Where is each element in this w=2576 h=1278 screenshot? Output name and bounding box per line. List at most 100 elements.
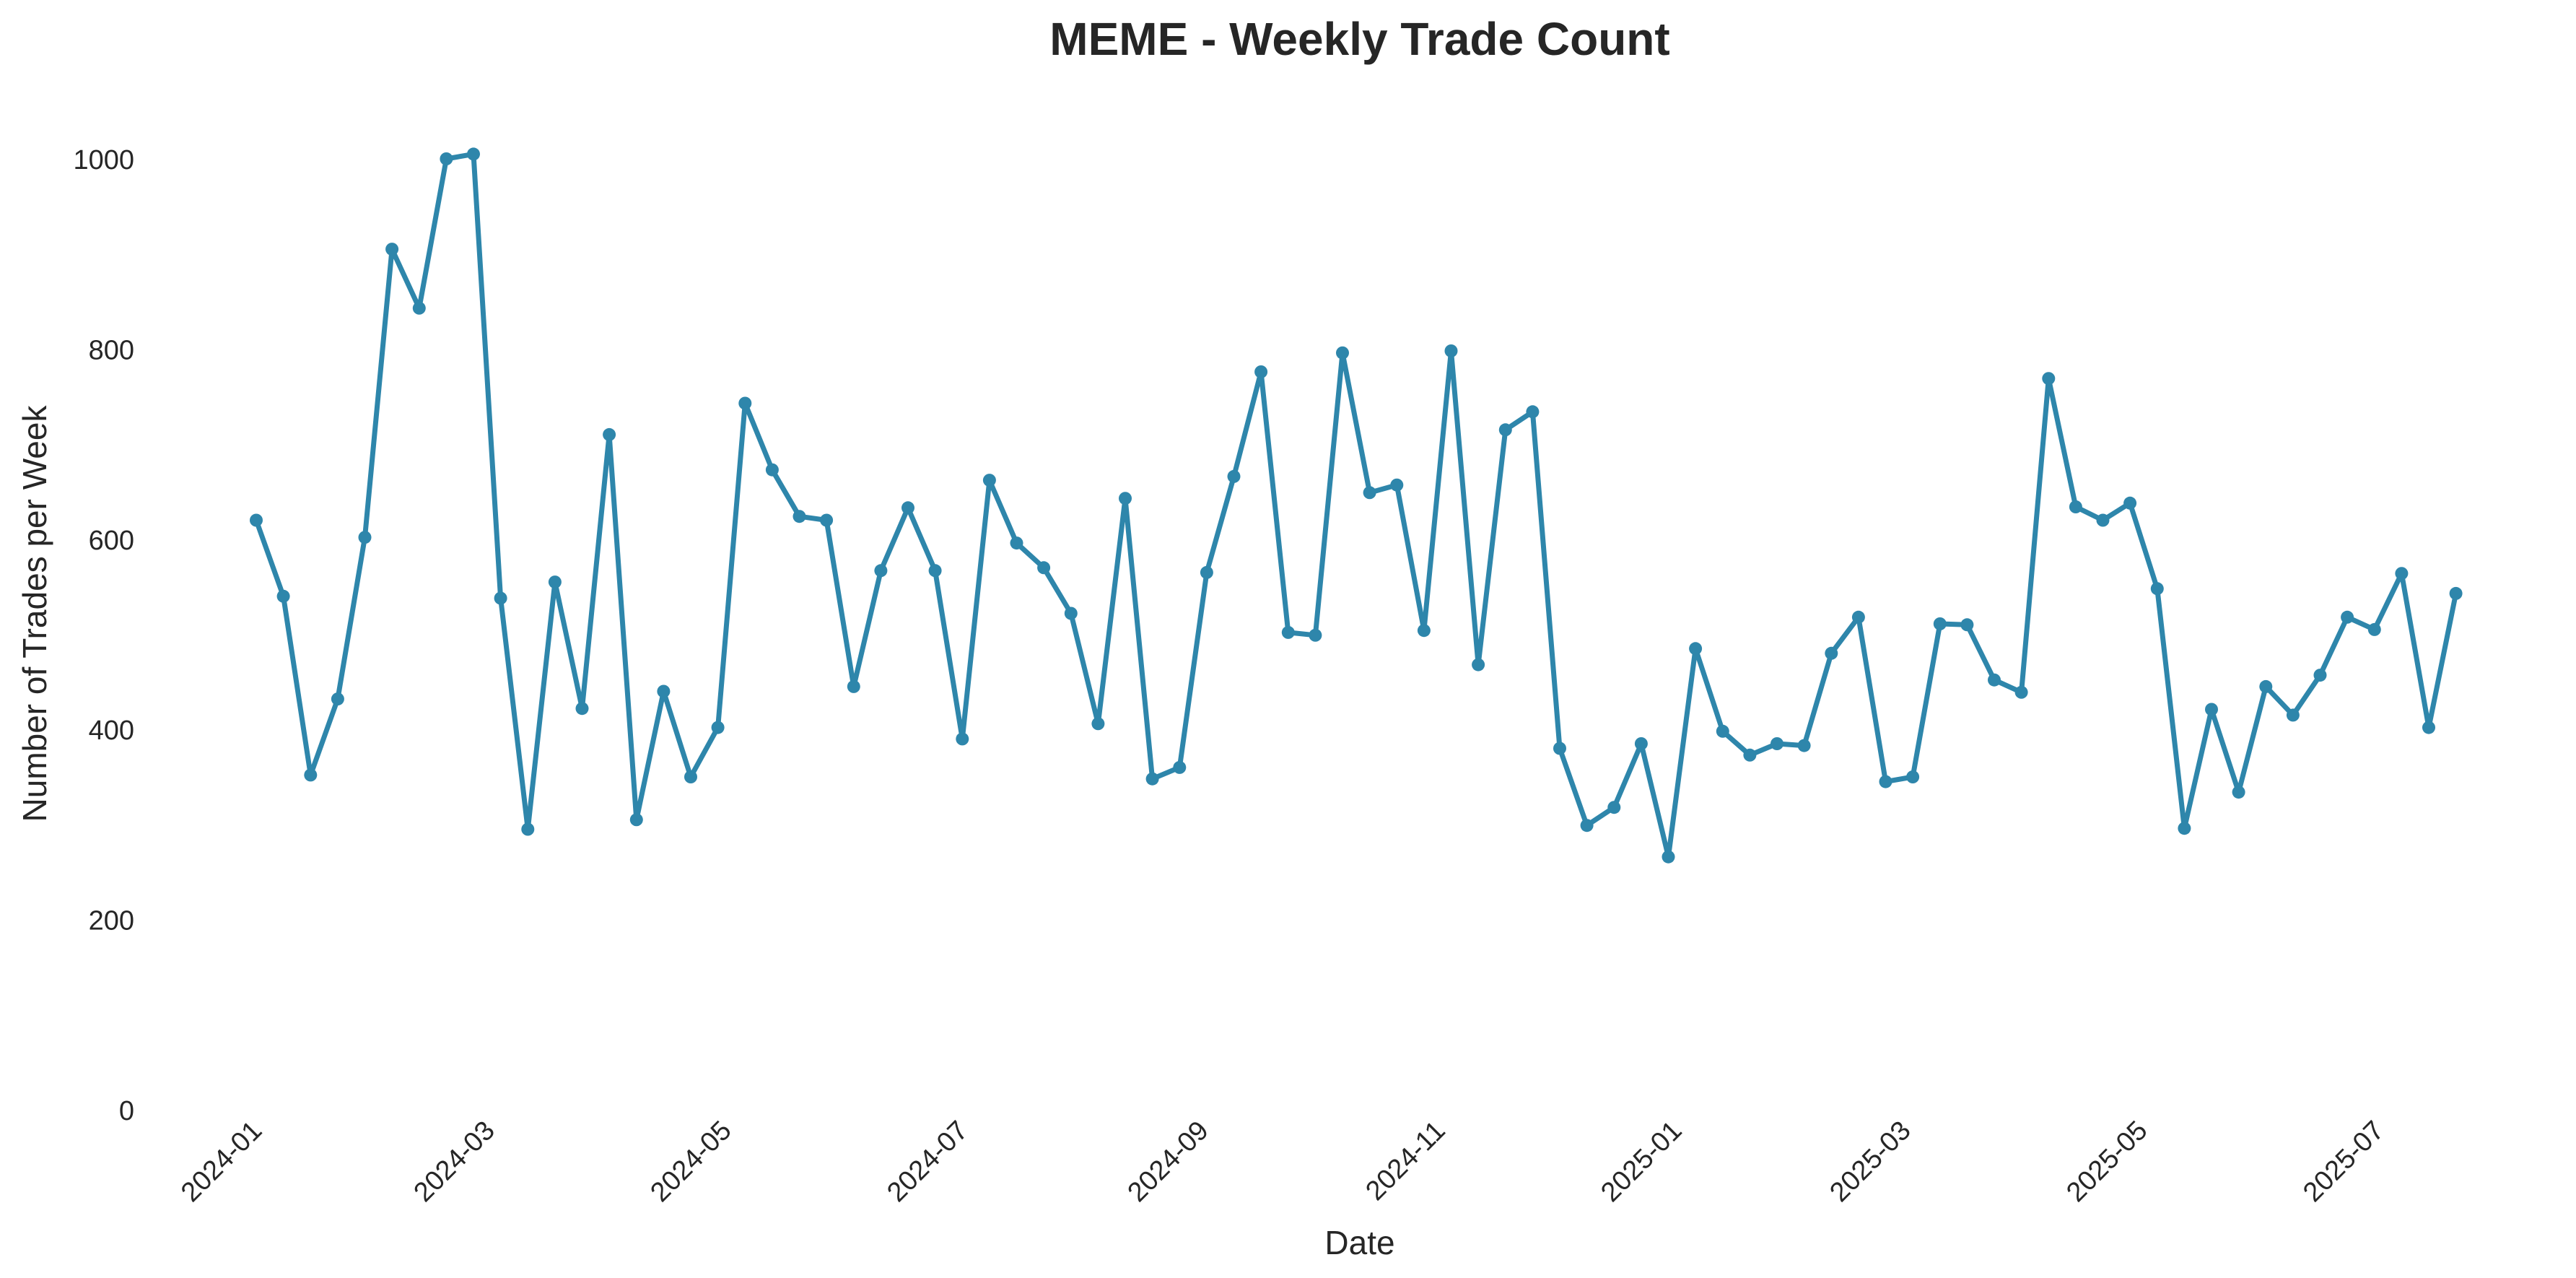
data-point (874, 564, 888, 578)
y-tick-label: 800 (89, 335, 134, 365)
x-tick-label: 2025-05 (2061, 1116, 2153, 1208)
data-point (847, 679, 860, 693)
data-point (1662, 850, 1675, 864)
data-point (1281, 625, 1295, 639)
data-point (548, 575, 562, 589)
data-point (575, 702, 589, 716)
data-point (494, 591, 507, 605)
data-point (2422, 721, 2435, 734)
data-point (2178, 822, 2191, 835)
data-point (1498, 423, 1512, 437)
data-point (2313, 669, 2327, 682)
data-point (2042, 372, 2056, 386)
data-point (440, 152, 453, 165)
data-point (684, 770, 697, 783)
data-point (358, 531, 372, 544)
data-point (1390, 478, 1404, 492)
data-point (1037, 561, 1051, 575)
data-point (1417, 624, 1431, 638)
data-point (1444, 344, 1458, 357)
x-tick-label: 2024-09 (1122, 1116, 1215, 1208)
y-tick-label: 600 (89, 526, 134, 556)
data-point (304, 768, 318, 782)
data-point (711, 721, 725, 734)
data-point (1771, 737, 1783, 750)
data-point (2395, 567, 2409, 581)
data-point (1472, 658, 1485, 671)
data-point (2096, 513, 2110, 527)
data-point (1553, 742, 1566, 755)
data-point (2014, 685, 2028, 699)
x-tick-label: 2024-05 (645, 1116, 737, 1208)
data-point (385, 243, 399, 256)
data-point (2150, 582, 2164, 596)
x-tick-label: 2024-03 (409, 1116, 501, 1208)
data-point (521, 822, 535, 836)
y-axis-ticks: 0 200 400 600 800 1000 (73, 145, 134, 1126)
data-point (1200, 565, 1213, 579)
data-point (1988, 673, 2001, 687)
data-point (1254, 365, 1268, 378)
y-tick-label: 0 (119, 1096, 134, 1126)
data-point (2123, 496, 2137, 510)
x-axis-ticks: 2024-01 2024-03 2024-05 2024-07 2024-09 2024-… (175, 1116, 2390, 1208)
data-point (956, 732, 969, 746)
data-point (1797, 739, 1811, 752)
data-point (2286, 708, 2300, 722)
data-point (2069, 500, 2082, 513)
data-point (250, 513, 263, 527)
data-point (1363, 486, 1376, 500)
data-point (2232, 786, 2245, 799)
data-point (1879, 775, 1892, 788)
data-point (2205, 703, 2218, 716)
data-point (982, 474, 996, 487)
plot-area (250, 147, 2463, 864)
x-tick-label: 2024-07 (881, 1116, 974, 1208)
data-point (657, 684, 671, 698)
data-point (1227, 469, 1241, 483)
data-point (1173, 760, 1187, 774)
x-tick-label: 2025-01 (1595, 1116, 1688, 1208)
x-tick-label: 2025-07 (2297, 1116, 2390, 1208)
data-point (1336, 346, 1349, 360)
data-point (603, 427, 616, 441)
data-point (467, 147, 480, 161)
data-point (793, 510, 806, 523)
data-point (1743, 748, 1757, 762)
data-point (1145, 772, 1159, 786)
data-point (1825, 646, 1838, 660)
data-point (738, 396, 752, 410)
data-point (1119, 492, 1132, 505)
y-axis-label: Number of Trades per Week (16, 405, 53, 822)
data-point (820, 513, 834, 527)
data-point (1064, 607, 1078, 620)
data-point (765, 463, 779, 477)
data-point (2367, 622, 2381, 636)
y-tick-label: 400 (89, 716, 134, 746)
data-point (928, 564, 942, 578)
data-point (1091, 717, 1105, 731)
data-point (1960, 618, 1974, 632)
x-tick-label: 2024-11 (1360, 1116, 1451, 1207)
data-point (2341, 610, 2354, 624)
data-point (1634, 737, 1648, 750)
data-point (331, 692, 344, 706)
series-line (253, 151, 2459, 860)
data-point (412, 301, 426, 315)
data-point (1526, 405, 1540, 419)
data-point (1580, 819, 1594, 833)
x-tick-label: 2025-03 (1824, 1116, 1916, 1208)
data-point (1933, 617, 1947, 630)
x-tick-label: 2024-01 (175, 1116, 268, 1208)
data-point (901, 501, 914, 515)
x-axis-label: Date (1324, 1224, 1394, 1261)
data-point (2449, 586, 2463, 600)
data-point (1716, 724, 1729, 738)
y-tick-label: 200 (89, 906, 134, 936)
data-point (1689, 642, 1703, 656)
data-point (1851, 610, 1865, 624)
data-point (1607, 801, 1621, 814)
data-point (276, 589, 290, 603)
data-point (1906, 770, 1920, 783)
